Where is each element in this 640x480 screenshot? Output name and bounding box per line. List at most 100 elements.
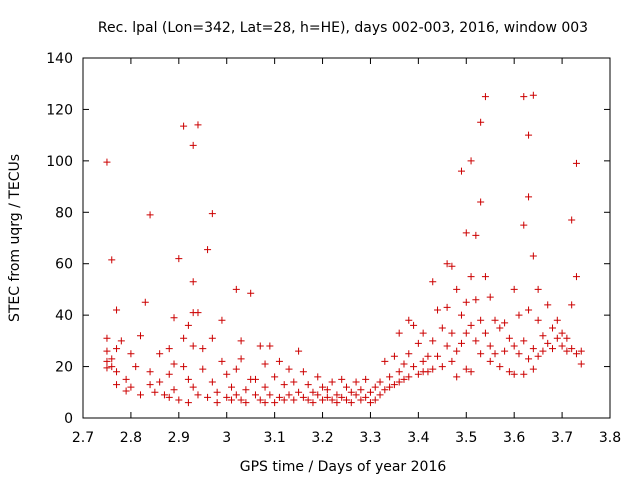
data-point: [577, 360, 585, 368]
data-point: [165, 393, 173, 401]
data-point: [395, 378, 403, 386]
data-point: [448, 329, 456, 337]
data-point: [390, 381, 398, 389]
data-point: [251, 391, 259, 399]
data-point: [366, 388, 374, 396]
data-point: [132, 363, 140, 371]
data-point: [434, 306, 442, 314]
data-point: [275, 393, 283, 401]
data-point: [343, 396, 350, 404]
y-tick-label: 120: [46, 102, 73, 118]
data-point: [443, 303, 451, 311]
data-point: [577, 347, 585, 355]
data-point: [529, 252, 537, 260]
data-point: [180, 334, 188, 342]
data-point: [184, 321, 192, 329]
data-point: [510, 370, 518, 378]
data-point: [529, 91, 537, 99]
data-point: [247, 289, 255, 297]
data-point: [534, 316, 542, 324]
axis-ticks: 2.7 2.8 2.9 3 3.1 3.2 3.3 3.4 3.5 3.6 3.7 3.8 0 20 40 6…: [46, 51, 621, 446]
data-point: [218, 357, 226, 365]
data-point: [343, 383, 350, 391]
data-point: [113, 306, 121, 314]
data-point: [553, 334, 561, 342]
data-point: [481, 93, 489, 101]
data-point: [323, 393, 331, 401]
data-point: [414, 339, 422, 347]
data-point: [357, 386, 365, 394]
data-point: [457, 339, 465, 347]
data-point: [515, 311, 523, 319]
data-point: [424, 368, 432, 376]
data-point: [395, 368, 403, 376]
data-point: [319, 396, 327, 404]
plot-frame: [82, 57, 611, 419]
data-point: [218, 316, 226, 324]
data-point: [429, 337, 437, 345]
x-tick-label: 3.7: [551, 430, 573, 446]
data-point: [366, 399, 374, 407]
data-point: [568, 345, 576, 353]
data-point: [486, 342, 494, 350]
data-point: [199, 365, 207, 373]
data-point: [457, 311, 465, 319]
data-point: [285, 391, 293, 399]
data-point: [189, 342, 197, 350]
data-point: [462, 298, 470, 306]
y-axis-title: STEC from uqrg / TECUs: [7, 154, 23, 322]
chart-title: Rec. lpal (Lon=342, Lat=28, h=HE), days …: [98, 20, 588, 36]
data-point: [146, 211, 154, 219]
data-point: [285, 365, 293, 373]
data-point: [515, 350, 523, 358]
data-point: [122, 375, 130, 383]
data-point: [477, 118, 485, 126]
x-tick-label: 3.8: [599, 430, 621, 446]
data-point: [405, 316, 413, 324]
x-tick-label: 3.4: [407, 430, 429, 446]
data-point: [266, 391, 274, 399]
x-tick-label: 3.3: [359, 430, 381, 446]
data-point: [405, 350, 413, 358]
data-point: [319, 383, 327, 391]
y-tick-label: 20: [55, 360, 73, 376]
data-point: [204, 393, 212, 401]
data-point: [194, 309, 202, 317]
data-point: [520, 221, 528, 229]
x-tick-label: 3.5: [455, 430, 477, 446]
data-point: [453, 285, 461, 293]
data-point: [434, 352, 442, 360]
data-point: [103, 158, 111, 166]
data-point: [505, 368, 513, 376]
data-point: [146, 368, 154, 376]
data-point: [156, 378, 164, 386]
data-point: [457, 167, 465, 175]
data-point: [376, 378, 384, 386]
data-point: [568, 216, 576, 224]
data-point: [448, 262, 456, 270]
data-point: [189, 278, 197, 286]
data-point: [448, 357, 456, 365]
x-tick-label: 3.2: [311, 430, 333, 446]
data-point: [309, 388, 317, 396]
data-point: [563, 347, 571, 355]
data-point: [429, 365, 437, 373]
data-point: [443, 342, 451, 350]
data-point: [472, 337, 480, 345]
data-point: [103, 334, 111, 342]
data-point: [223, 393, 231, 401]
data-point: [520, 337, 528, 345]
data-point: [266, 342, 274, 350]
data-point: [572, 159, 580, 167]
data-point: [496, 324, 504, 332]
data-point: [228, 383, 236, 391]
data-point: [549, 345, 557, 353]
data-point: [529, 365, 537, 373]
data-point: [127, 383, 135, 391]
data-point: [414, 370, 422, 378]
data-point: [103, 364, 111, 372]
data-point: [304, 381, 312, 389]
data-point: [165, 370, 173, 378]
y-tick-label: 80: [55, 205, 73, 221]
data-point: [453, 373, 461, 381]
